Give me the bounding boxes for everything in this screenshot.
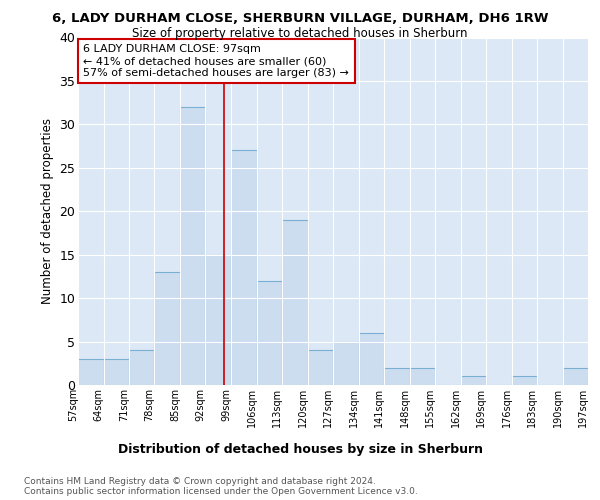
Text: Contains public sector information licensed under the Open Government Licence v3: Contains public sector information licen… [24, 488, 418, 496]
Text: Size of property relative to detached houses in Sherburn: Size of property relative to detached ho… [132, 28, 468, 40]
Bar [104, 359, 129, 385]
Text: Distribution of detached houses by size in Sherburn: Distribution of detached houses by size … [118, 442, 482, 456]
Bar [563, 368, 588, 385]
Bar [205, 254, 231, 385]
Bar [129, 350, 154, 385]
Bar [359, 333, 384, 385]
Text: 6, LADY DURHAM CLOSE, SHERBURN VILLAGE, DURHAM, DH6 1RW: 6, LADY DURHAM CLOSE, SHERBURN VILLAGE, … [52, 12, 548, 26]
Bar [384, 368, 409, 385]
Bar [257, 281, 282, 385]
Bar [461, 376, 486, 385]
Bar [78, 359, 104, 385]
Bar [409, 368, 435, 385]
Text: Contains HM Land Registry data © Crown copyright and database right 2024.: Contains HM Land Registry data © Crown c… [24, 478, 376, 486]
Y-axis label: Number of detached properties: Number of detached properties [41, 118, 54, 304]
Bar [511, 376, 537, 385]
Bar [231, 150, 257, 385]
Bar [180, 107, 205, 385]
Bar [333, 342, 359, 385]
Text: 6 LADY DURHAM CLOSE: 97sqm
← 41% of detached houses are smaller (60)
57% of semi: 6 LADY DURHAM CLOSE: 97sqm ← 41% of deta… [83, 44, 349, 78]
Bar [308, 350, 333, 385]
Bar [282, 220, 308, 385]
Bar [154, 272, 180, 385]
